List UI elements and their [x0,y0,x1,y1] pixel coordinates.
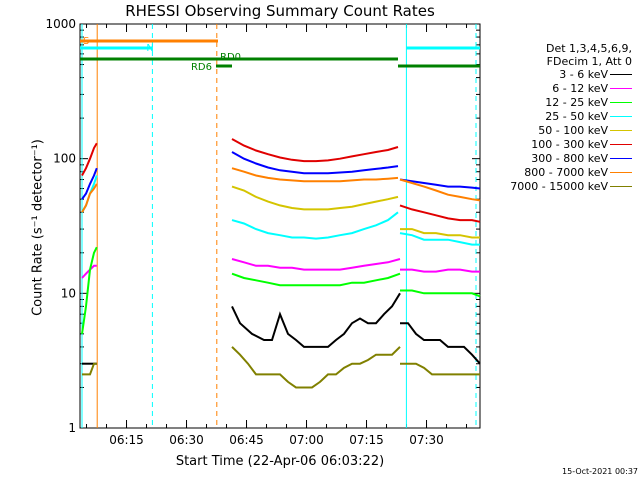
series-line [81,142,98,176]
legend-entry: 100 - 300 keV [476,138,636,151]
legend-swatch [610,130,632,131]
legend-entry: 800 - 7000 keV [476,166,636,179]
legend-entry: 6 - 12 keV [476,82,636,95]
x-tick-label: 06:30 [169,433,204,447]
legend-swatch [610,88,632,89]
series-line [82,362,97,376]
legend-entry-label: 7000 - 15000 keV [510,180,608,193]
legend-entry-label: 6 - 12 keV [552,82,608,95]
flag-label: S [83,36,89,47]
flag-label: RD0 [220,52,241,63]
series-line [400,268,480,273]
series-line [231,138,399,163]
legend-header-attenuator: FDecim 1, Att 0 [546,55,632,68]
series-line [400,322,481,365]
x-tick-label: 06:15 [109,433,144,447]
x-tick-label: 07:30 [409,433,444,447]
legend-swatch [610,102,632,103]
legend-entry: 7000 - 15000 keV [476,180,636,193]
series-line [81,167,98,200]
series-line [399,178,481,190]
legend-entry-label: 25 - 50 keV [545,110,608,123]
y-tick-label: 10 [61,286,76,300]
plot-frame [79,23,481,429]
series-line [400,228,480,239]
series-line [231,151,399,175]
legend-entry: 50 - 100 keV [476,124,636,137]
legend-swatch [610,144,632,145]
legend-entry-label: 100 - 300 keV [531,138,608,151]
legend-swatch [610,186,632,187]
series-line [400,289,481,298]
legend-swatch [610,172,632,173]
x-tick-label: 06:45 [229,433,264,447]
series-line [231,272,401,287]
series-line [400,362,480,376]
chart-title: RHESSI Observing Summary Count Rates [125,2,435,20]
series-line [81,183,98,213]
y-tick-label: 1 [68,421,76,435]
flag-label: N [146,43,153,54]
legend-entry: 25 - 50 keV [476,110,636,123]
legend-entry-label: 800 - 7000 keV [524,166,608,179]
series-line [399,232,480,246]
x-axis-label: Start Time (22-Apr-06 06:03:22) [175,454,385,469]
legend-header-detectors: Det 1,3,4,5,6,9, [545,42,632,55]
legend-swatch [610,116,632,117]
y-axis-label: Count Rate (s⁻¹ detector⁻¹) [30,139,46,316]
series-line [231,211,399,240]
series-line [81,246,98,335]
legend-swatch [610,74,632,75]
x-tick-label: 07:15 [349,433,384,447]
y-tick-label: 100 [53,152,76,166]
flag-label: RD6 [191,62,212,73]
legend-entry-label: 300 - 800 keV [531,152,608,165]
legend-entry: 3 - 6 keV [476,68,636,81]
legend-entry: 300 - 800 keV [476,152,636,165]
series-line [231,292,401,348]
series-line [231,185,399,211]
series-line [231,167,399,183]
y-tick-label: 1000 [45,17,76,31]
series-line [231,258,401,271]
x-tick-label: 07:00 [289,433,324,447]
generation-timestamp: 15-Oct-2021 00:37 [562,467,638,476]
series-line [231,346,401,389]
legend-entry-label: 3 - 6 keV [559,68,608,81]
legend-entry-label: 12 - 25 keV [545,96,608,109]
legend-entry: 12 - 25 keV [476,96,636,109]
series-line [399,204,481,223]
legend-swatch [610,158,632,159]
series-line [399,178,481,202]
legend-entry-label: 50 - 100 keV [538,124,608,137]
